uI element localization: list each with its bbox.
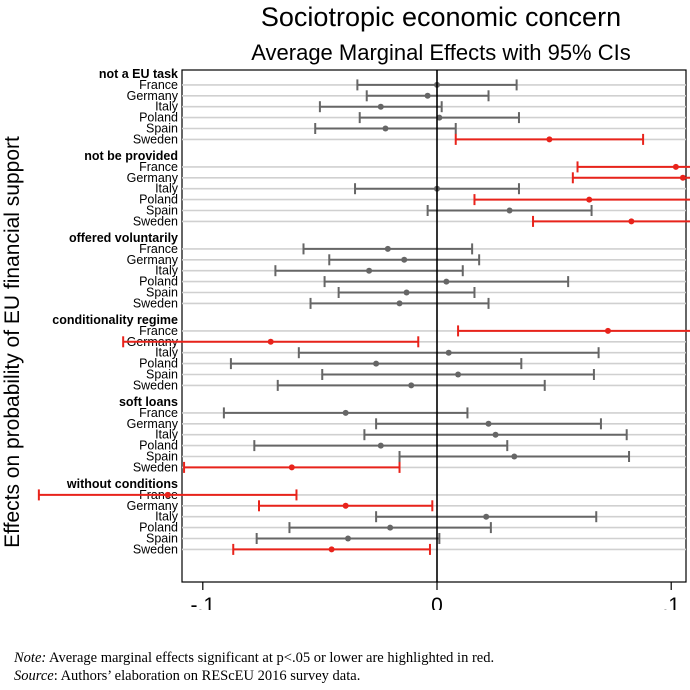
x-tick-label: .1 <box>662 594 680 610</box>
group-label: not a EU task <box>99 67 178 81</box>
group-label: without conditions <box>66 477 178 491</box>
country-label: Germany <box>127 499 179 513</box>
country-label: Sweden <box>133 378 178 392</box>
note-label: Note: <box>14 650 47 666</box>
country-label: Italy <box>155 182 179 196</box>
country-label: France <box>139 324 178 338</box>
country-label: Sweden <box>133 296 178 310</box>
country-label: Italy <box>155 264 179 278</box>
country-label: Italy <box>155 428 179 442</box>
country-label: France <box>139 242 178 256</box>
estimate-point <box>267 338 274 345</box>
country-label: Poland <box>139 357 178 371</box>
estimate-point <box>679 174 686 181</box>
estimate-point <box>506 207 513 214</box>
y-axis-label: Effects on probability of EU financial s… <box>1 136 24 548</box>
country-label: Spain <box>146 532 178 546</box>
estimate-point <box>401 256 408 263</box>
plot-frame <box>181 69 687 583</box>
country-label: Italy <box>155 346 179 360</box>
country-label: France <box>139 406 178 420</box>
country-label: Poland <box>139 111 178 125</box>
estimate-point <box>586 196 593 203</box>
estimate-point <box>455 371 462 378</box>
estimate-point <box>445 349 452 356</box>
group-label: offered voluntarily <box>69 231 178 245</box>
estimate-point <box>408 382 415 389</box>
estimate-point <box>387 524 394 531</box>
figure-notes: Note: Average marginal effects significa… <box>14 649 684 685</box>
country-label: Germany <box>127 171 179 185</box>
note-line: Note: Average marginal effects significa… <box>14 649 684 667</box>
source-line: Source: Authors’ elaboration on REScEU 2… <box>14 667 684 685</box>
country-label: Spain <box>146 204 178 218</box>
country-label: Poland <box>139 275 178 289</box>
estimate-point <box>483 513 490 520</box>
source-text: : Authors’ elaboration on REScEU 2016 su… <box>53 668 361 684</box>
estimate-point <box>628 218 635 225</box>
estimate-point <box>377 442 384 449</box>
estimate-point <box>546 136 553 143</box>
estimate-point <box>403 289 410 296</box>
country-label: Germany <box>127 253 179 267</box>
chart-title: Sociotropic economic concern <box>261 2 621 32</box>
note-text: Average marginal effects significant at … <box>46 650 495 666</box>
estimate-point <box>382 125 389 132</box>
estimate-point <box>342 409 349 416</box>
country-label: Poland <box>139 439 178 453</box>
country-label: Italy <box>155 100 179 114</box>
estimate-point <box>342 502 349 509</box>
estimate-point <box>373 360 380 367</box>
country-label: Sweden <box>133 214 178 228</box>
country-label: Spain <box>146 286 178 300</box>
country-label: Germany <box>127 417 179 431</box>
country-label: Spain <box>146 368 178 382</box>
estimate-point <box>366 267 373 274</box>
plot-area: not a EU taskFranceGermanyItalyPolandSpa… <box>37 67 690 610</box>
country-label: Spain <box>146 122 178 136</box>
estimate-point <box>424 92 431 99</box>
estimate-point <box>443 278 450 285</box>
country-label: Sweden <box>133 460 178 474</box>
estimate-point <box>672 163 679 170</box>
estimate-point <box>328 546 335 553</box>
group-label: conditionality regime <box>52 313 178 327</box>
country-label: Sweden <box>133 132 178 146</box>
estimate-point <box>485 420 492 427</box>
estimate-point <box>377 103 384 110</box>
chart-subtitle: Average Marginal Effects with 95% CIs <box>251 40 630 65</box>
x-tick-label: 0 <box>431 594 443 610</box>
country-label: Germany <box>127 89 179 103</box>
estimate-point <box>492 431 499 438</box>
x-tick-label: -.1 <box>191 594 216 610</box>
group-label: not be provided <box>84 149 178 163</box>
estimate-point <box>345 535 352 542</box>
country-label: Poland <box>139 521 178 535</box>
country-label: Spain <box>146 450 178 464</box>
estimate-point <box>604 327 611 334</box>
country-label: France <box>139 160 178 174</box>
country-label: Poland <box>139 193 178 207</box>
source-label: Source <box>14 668 54 684</box>
estimate-point <box>436 114 443 121</box>
country-label: Italy <box>155 510 179 524</box>
group-label: soft loans <box>119 395 178 409</box>
marginal-effects-chart: Sociotropic economic concern Average Mar… <box>1 2 690 610</box>
country-label: Sweden <box>133 542 178 556</box>
estimate-point <box>164 491 171 498</box>
estimate-point <box>384 245 391 252</box>
country-label: France <box>139 78 178 92</box>
estimate-point <box>511 453 518 460</box>
estimate-point <box>288 464 295 471</box>
estimate-point <box>396 300 403 307</box>
